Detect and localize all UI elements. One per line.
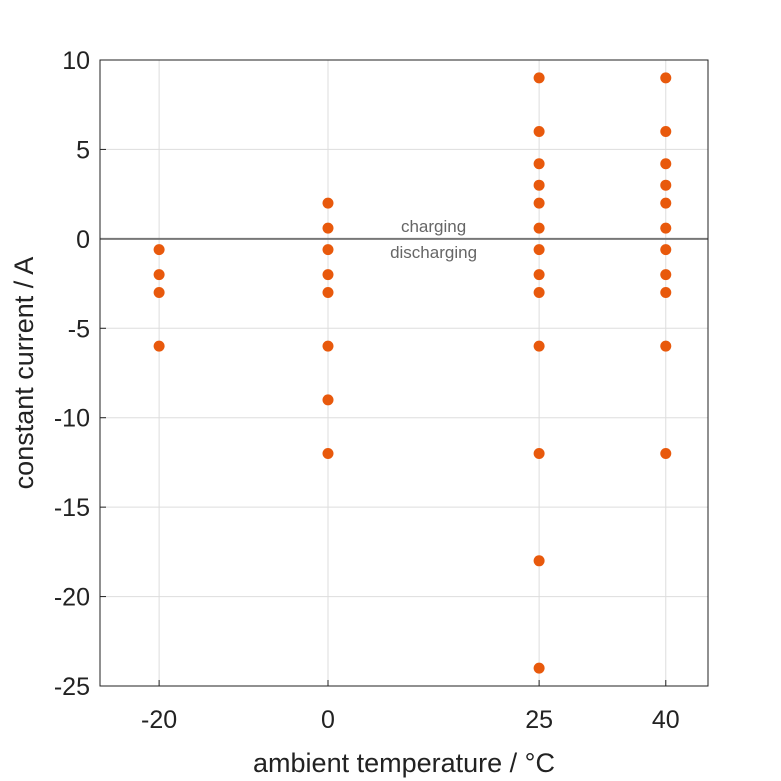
y-tick-labels: 10 5 0 -5 -10 -15 -20 -25	[54, 47, 90, 701]
discharging-annotation: discharging	[390, 243, 477, 262]
data-point	[533, 158, 545, 170]
data-point	[322, 222, 334, 234]
data-point	[533, 126, 545, 138]
x-tick-label: -20	[141, 706, 177, 734]
data-point	[660, 197, 672, 209]
data-points	[153, 72, 672, 674]
data-point	[660, 72, 672, 84]
x-axis-label: ambient temperature / °C	[253, 748, 555, 778]
data-point	[153, 340, 165, 352]
data-point	[153, 244, 165, 256]
x-tick-label: 40	[652, 706, 680, 734]
data-point	[533, 555, 545, 567]
y-tick-label: 5	[76, 136, 90, 164]
grid	[100, 59, 708, 687]
data-point	[533, 222, 545, 234]
data-point	[533, 72, 545, 84]
x-tick-label: 0	[321, 706, 335, 734]
data-point	[660, 244, 672, 256]
data-point	[533, 287, 545, 299]
x-tick-labels: -20 0 25 40	[141, 706, 680, 734]
y-tick-label: -25	[54, 673, 90, 701]
data-point	[660, 340, 672, 352]
data-point	[322, 287, 334, 299]
y-tick-label: -20	[54, 584, 90, 612]
charging-annotation: charging	[401, 217, 466, 236]
data-point	[533, 244, 545, 256]
y-tick-label: -10	[54, 405, 90, 433]
data-point	[533, 447, 545, 459]
data-point	[660, 126, 672, 138]
data-point	[533, 340, 545, 352]
data-point	[322, 244, 334, 256]
y-tick-label: 10	[62, 47, 90, 75]
y-tick-label: -5	[68, 315, 90, 343]
data-point	[322, 340, 334, 352]
annotations: charging discharging	[390, 217, 477, 262]
data-point	[322, 447, 334, 459]
data-point	[660, 447, 672, 459]
plot-frame	[99, 59, 709, 687]
data-point	[533, 662, 545, 674]
data-point	[322, 197, 334, 209]
data-point	[533, 179, 545, 191]
y-axis-label: constant current / A	[9, 257, 39, 490]
data-point	[660, 287, 672, 299]
data-point	[660, 222, 672, 234]
data-point	[660, 158, 672, 170]
data-point	[153, 269, 165, 281]
data-point	[660, 179, 672, 191]
data-point	[322, 394, 334, 406]
data-point	[153, 287, 165, 299]
y-tick-label: 0	[76, 226, 90, 254]
data-point	[533, 269, 545, 281]
x-tick-label: 25	[525, 706, 553, 734]
y-tick-label: -15	[54, 494, 90, 522]
data-point	[322, 269, 334, 281]
data-point	[660, 269, 672, 281]
data-point	[533, 197, 545, 209]
